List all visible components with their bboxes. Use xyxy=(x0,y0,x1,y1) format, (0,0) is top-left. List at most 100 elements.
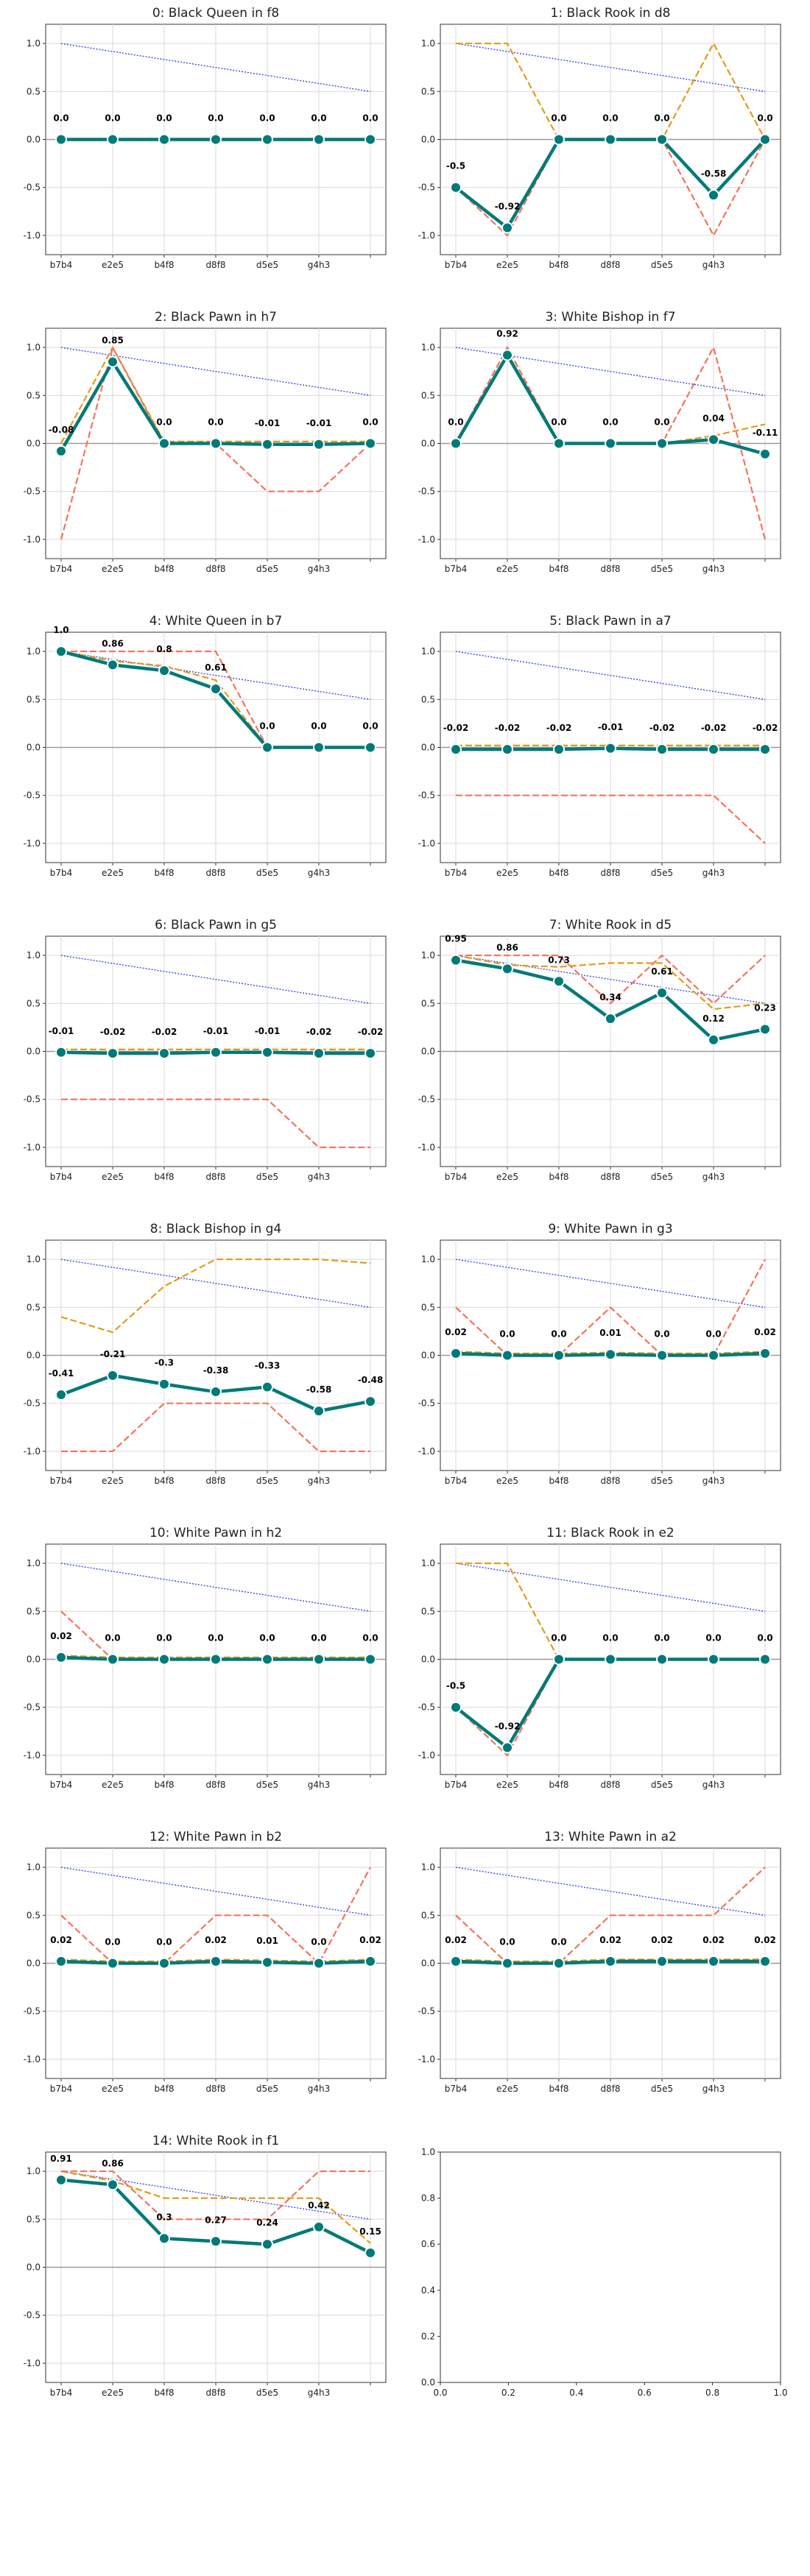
x-tick-label: d8f8 xyxy=(600,868,620,878)
data-label: 0.92 xyxy=(496,329,518,339)
data-label: 0.42 xyxy=(308,2201,330,2211)
data-point xyxy=(656,1653,668,1666)
x-tick-label: e2e5 xyxy=(102,1172,124,1182)
y-tick-label: 1.0 xyxy=(421,950,435,960)
data-point xyxy=(158,1378,170,1390)
data-point xyxy=(553,1349,565,1362)
data-point xyxy=(656,1349,668,1362)
x-tick-label: d5e5 xyxy=(651,1476,673,1486)
data-point xyxy=(501,349,513,361)
data-point xyxy=(158,437,170,450)
chart-title: 0: Black Queen in f8 xyxy=(152,6,279,21)
y-tick-label: -1.0 xyxy=(24,838,40,849)
x-tick-label: d8f8 xyxy=(205,260,225,270)
data-point xyxy=(364,133,376,146)
y-tick-label: 0.5 xyxy=(421,1302,435,1312)
y-tick-label: -0.5 xyxy=(418,486,435,497)
data-label: 0.24 xyxy=(256,2218,278,2228)
trend-line xyxy=(455,1866,766,1916)
max-series-line xyxy=(60,1258,371,1334)
y-tick-label: 0.5 xyxy=(421,1910,435,1920)
data-label: 0.0 xyxy=(156,1633,172,1643)
y-tick-label: -1.0 xyxy=(418,1750,435,1761)
x-tick-label: e2e5 xyxy=(102,2084,124,2094)
y-tick-label: -1.0 xyxy=(24,1750,40,1761)
y-tick-label: -0.5 xyxy=(418,183,435,193)
y-tick-label: 0.4 xyxy=(421,2285,435,2296)
data-label: 0.73 xyxy=(548,955,570,965)
data-point xyxy=(364,437,376,450)
x-tick-label: b4f8 xyxy=(154,2084,174,2094)
y-tick-label: 0.0 xyxy=(27,1047,40,1057)
x-tick-label: d5e5 xyxy=(651,868,673,878)
y-tick-label: 0.8 xyxy=(421,2193,435,2204)
data-point xyxy=(55,1388,67,1401)
y-tick-label: 1.0 xyxy=(27,950,40,960)
min-series-line xyxy=(456,794,766,844)
trend-line xyxy=(60,955,371,1004)
data-point xyxy=(55,2173,67,2186)
y-tick-label: 0.0 xyxy=(421,1351,435,1361)
data-label: 0.0 xyxy=(551,417,566,428)
chart-panel-6: 6: Black Pawn in g5 -1.0 -0.5 0.0 0.5 1.0 b7b4… xyxy=(24,918,387,1182)
x-tick-label: g4h3 xyxy=(702,564,725,574)
x-tick-label: e2e5 xyxy=(496,260,518,270)
y-tick-label: 0.0 xyxy=(27,2262,40,2273)
x-tick-label: g4h3 xyxy=(702,1172,725,1182)
data-label: -0.01 xyxy=(306,418,332,428)
chart-panel-11: 11: Black Rook in e2 -1.0 -0.5 0.0 0.5 1.0 b7b… xyxy=(418,1526,781,1790)
data-point xyxy=(261,133,273,146)
x-tick-label: d8f8 xyxy=(600,1476,620,1486)
data-label: 0.0 xyxy=(705,1329,721,1340)
data-label: 0.85 xyxy=(102,336,124,346)
data-label: 0.0 xyxy=(156,113,172,124)
data-point xyxy=(261,1381,273,1393)
chart-panel-14: 14: White Rook in f1 -1.0 -0.5 0.0 0.5 1.0 b7b… xyxy=(24,2134,387,2398)
data-label: 0.0 xyxy=(551,1329,566,1340)
y-tick-label: -1.0 xyxy=(418,838,435,849)
data-label: -0.02 xyxy=(306,1027,332,1037)
x-tick-label: 0.0 xyxy=(433,2388,447,2398)
data-point xyxy=(708,1349,719,1362)
data-point xyxy=(708,189,719,202)
data-point xyxy=(759,133,771,146)
y-tick-label: 0.0 xyxy=(421,1958,435,1969)
data-label: -0.21 xyxy=(100,1349,126,1359)
data-point xyxy=(210,1386,222,1398)
data-point xyxy=(364,1395,376,1408)
data-point xyxy=(313,133,325,146)
y-tick-label: 0.0 xyxy=(27,1958,40,1969)
data-label: -0.02 xyxy=(649,723,675,733)
x-tick-label: d5e5 xyxy=(256,1780,278,1790)
data-label: 0.23 xyxy=(754,1003,776,1013)
x-tick-label: d8f8 xyxy=(205,1172,225,1182)
data-point xyxy=(450,1347,462,1359)
chart-title: 6: Black Pawn in g5 xyxy=(155,918,277,933)
data-point xyxy=(364,1047,376,1060)
data-label: -0.02 xyxy=(152,1027,177,1037)
y-tick-label: 0.0 xyxy=(27,439,40,449)
x-tick-label: d8f8 xyxy=(600,260,620,270)
data-point xyxy=(261,438,273,450)
data-label: 0.0 xyxy=(156,417,172,428)
data-label: 0.0 xyxy=(105,1937,120,1947)
data-label: -0.01 xyxy=(49,1026,74,1036)
y-tick-label: -0.5 xyxy=(24,1398,40,1409)
data-label: -0.02 xyxy=(443,723,469,733)
y-tick-label: -0.5 xyxy=(418,790,435,801)
data-point xyxy=(553,743,565,756)
trend-line xyxy=(60,1259,371,1308)
y-tick-label: -0.5 xyxy=(418,1702,435,1713)
chart-title: 12: White Pawn in b2 xyxy=(149,1830,282,1844)
data-label: 1.0 xyxy=(53,625,68,635)
y-tick-label: 0.5 xyxy=(421,1606,435,1616)
y-tick-label: -0.5 xyxy=(24,2310,40,2321)
data-label: 0.02 xyxy=(445,1327,467,1337)
data-label: 0.0 xyxy=(105,113,120,124)
x-tick-label: e2e5 xyxy=(102,564,124,574)
data-point xyxy=(759,1023,771,1036)
y-tick-label: 0.5 xyxy=(421,86,435,96)
data-point xyxy=(450,437,462,450)
y-tick-label: -0.5 xyxy=(418,2006,435,2017)
data-point xyxy=(313,1047,325,1060)
